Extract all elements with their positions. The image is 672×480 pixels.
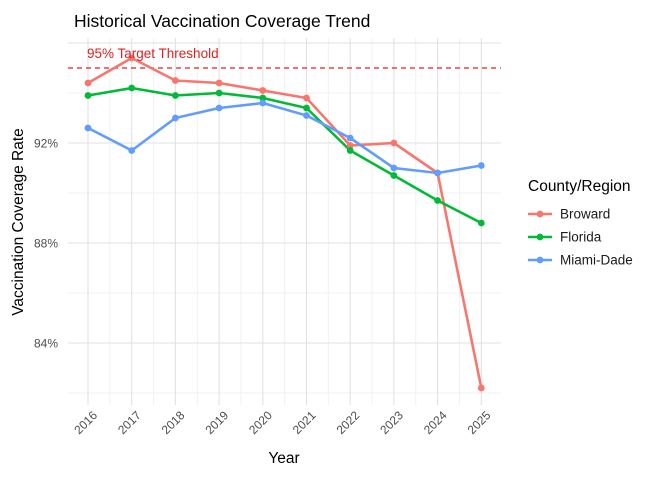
data-point-miami-dade <box>172 114 179 122</box>
data-point-florida <box>434 197 441 204</box>
data-series-layer <box>84 54 485 392</box>
data-point-broward <box>346 142 354 149</box>
y-axis-title: Vaccination Coverage Rate <box>10 128 27 316</box>
series-line-florida <box>86 86 483 225</box>
data-point-miami-dade <box>477 162 485 169</box>
legend-point-glyph <box>536 233 544 241</box>
data-point-florida <box>215 89 223 97</box>
y-tick-label: 92% <box>34 137 58 151</box>
data-point-miami-dade <box>259 99 267 107</box>
data-point-miami-dade <box>128 147 136 154</box>
x-tick-label: 2017 <box>115 408 144 437</box>
data-point-broward <box>477 384 485 392</box>
data-point-florida <box>346 147 354 154</box>
data-point-florida <box>128 84 136 92</box>
legend-item-label: Miami-Dade <box>560 253 633 268</box>
gridlines <box>68 38 501 405</box>
data-point-miami-dade <box>346 134 354 142</box>
legend-item: Broward <box>528 207 610 222</box>
legend-item-label: Florida <box>560 230 602 245</box>
chart-title: Historical Vaccination Coverage Trend <box>74 11 370 31</box>
data-point-florida <box>390 172 398 179</box>
x-tick-label: 2024 <box>421 408 450 437</box>
x-tick-label: 2025 <box>465 408 494 437</box>
y-axis-tick-labels: 84% 88% 92% <box>34 137 58 351</box>
data-point-florida <box>303 104 310 112</box>
legend-item: Florida <box>528 230 602 245</box>
legend-point-glyph <box>536 256 544 264</box>
data-point-miami-dade <box>84 124 92 132</box>
legend-item: Miami-Dade <box>528 253 633 268</box>
data-point-miami-dade <box>303 112 310 119</box>
legend-item-label: Broward <box>560 207 610 222</box>
data-point-miami-dade <box>215 104 223 112</box>
data-point-broward <box>215 79 223 87</box>
data-point-florida <box>84 92 92 99</box>
data-point-florida <box>477 219 485 227</box>
x-axis-title: Year <box>268 450 299 467</box>
legend-point-glyph <box>536 210 544 218</box>
data-point-miami-dade <box>434 169 441 177</box>
threshold-label: 95% Target Threshold <box>87 46 219 61</box>
x-tick-label: 2023 <box>377 408 406 437</box>
data-point-broward <box>303 94 310 102</box>
series-line-miami-dade <box>86 101 483 175</box>
y-tick-label: 88% <box>34 237 58 251</box>
data-point-broward <box>172 77 179 84</box>
data-point-broward <box>128 54 136 62</box>
x-tick-label: 2021 <box>290 408 319 437</box>
y-tick-label: 84% <box>34 337 58 351</box>
x-tick-label: 2016 <box>71 408 100 437</box>
series-line-broward <box>86 56 483 390</box>
legend-title: County/Region <box>528 178 631 195</box>
data-point-broward <box>390 139 398 147</box>
data-point-broward <box>259 87 267 94</box>
data-point-florida <box>259 94 267 102</box>
x-tick-label: 2022 <box>334 408 363 437</box>
data-point-florida <box>172 92 179 99</box>
legend: County/Region Broward Florida Miami-Dade <box>528 178 633 268</box>
data-point-broward <box>84 79 92 87</box>
x-axis-tick-labels: 2016 2017 2018 2019 2020 2021 2022 2023 2024 2025 <box>71 408 493 437</box>
x-tick-label: 2019 <box>202 408 231 437</box>
x-tick-label: 2018 <box>159 408 188 437</box>
x-tick-label: 2020 <box>246 408 275 437</box>
data-point-miami-dade <box>390 164 398 172</box>
